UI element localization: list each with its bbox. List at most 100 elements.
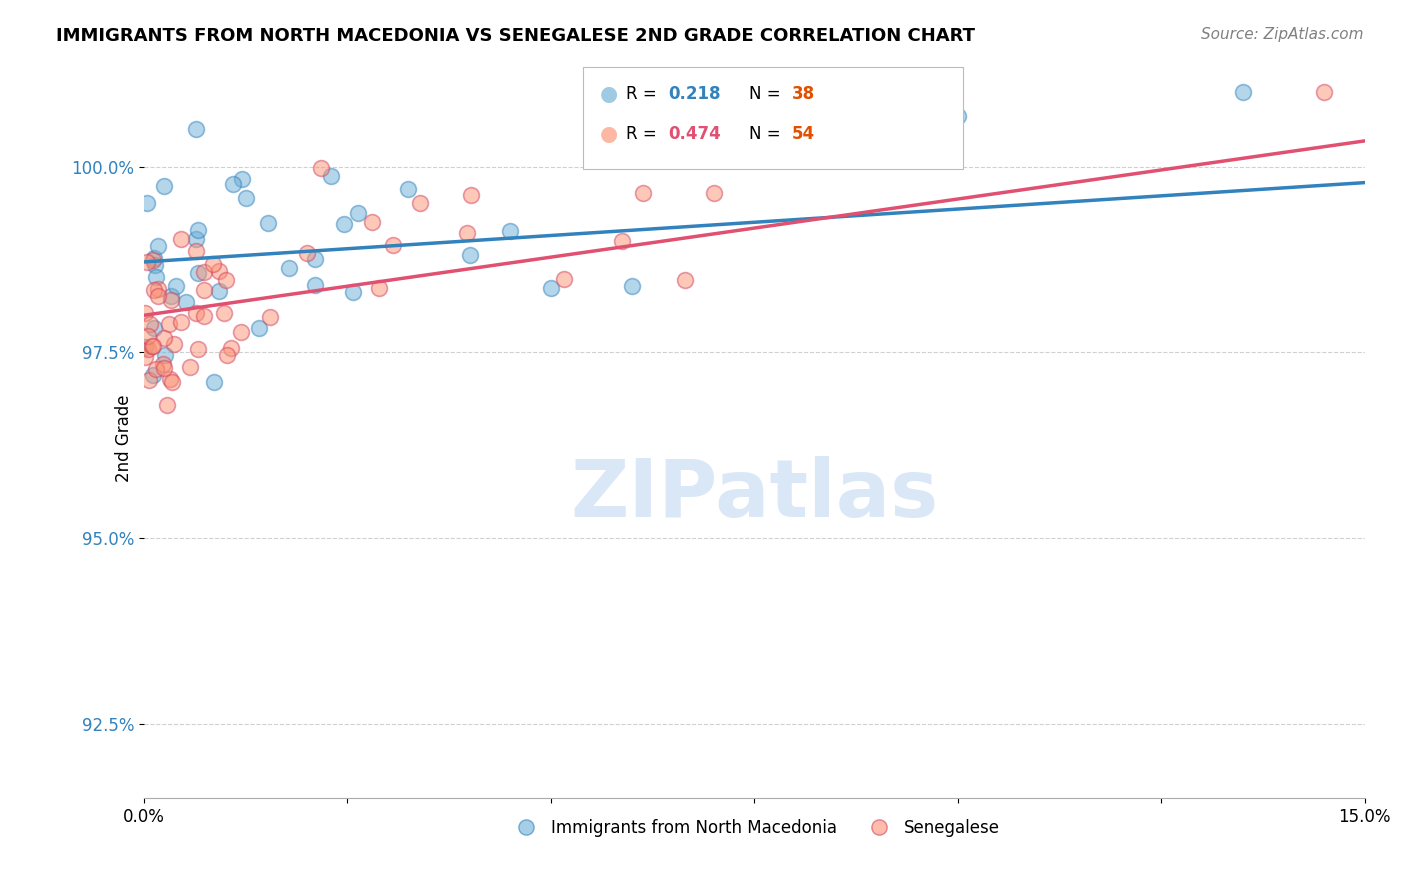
Point — [187, 266, 209, 280]
Text: ZIPatlas: ZIPatlas — [571, 457, 938, 534]
Point — [342, 285, 364, 299]
Point — [193, 309, 215, 323]
Point — [458, 248, 481, 262]
Point — [146, 238, 169, 252]
Point — [170, 315, 193, 329]
Text: 38: 38 — [792, 85, 814, 103]
Point — [231, 172, 253, 186]
Point — [295, 245, 318, 260]
Text: IMMIGRANTS FROM NORTH MACEDONIA VS SENEGALESE 2ND GRADE CORRELATION CHART: IMMIGRANTS FROM NORTH MACEDONIA VS SENEG… — [56, 27, 976, 45]
Point — [193, 283, 215, 297]
Point — [142, 339, 165, 353]
Point — [136, 196, 159, 211]
Point — [193, 264, 215, 278]
Point — [187, 343, 209, 357]
Legend: Immigrants from North Macedonia, Senegalese: Immigrants from North Macedonia, Senegal… — [502, 813, 1007, 844]
Point — [1232, 85, 1254, 99]
Text: 54: 54 — [792, 125, 814, 143]
Point — [138, 373, 160, 387]
Point — [201, 257, 224, 271]
Text: ●: ● — [600, 84, 619, 103]
Point — [143, 283, 166, 297]
Point — [136, 329, 159, 343]
Point — [304, 252, 326, 267]
Point — [176, 295, 198, 310]
Point — [703, 186, 725, 200]
Point — [456, 226, 478, 240]
Point — [145, 270, 167, 285]
Point — [146, 289, 169, 303]
Point — [163, 336, 186, 351]
Point — [409, 195, 432, 210]
Point — [184, 244, 207, 259]
Point — [142, 321, 165, 335]
Point — [332, 217, 354, 231]
Point — [153, 360, 176, 375]
Point — [381, 238, 404, 252]
Point — [321, 169, 343, 183]
Point — [184, 122, 207, 136]
Text: R =: R = — [626, 125, 662, 143]
Point — [136, 342, 159, 356]
Point — [304, 278, 326, 293]
Text: 0.474: 0.474 — [668, 125, 721, 143]
Point — [202, 375, 225, 389]
Point — [257, 216, 280, 230]
Point — [142, 252, 165, 267]
Point — [134, 306, 156, 320]
Point — [396, 182, 419, 196]
Point — [946, 109, 969, 123]
Text: ●: ● — [600, 124, 619, 144]
Point — [152, 178, 174, 193]
Point — [160, 293, 183, 308]
Point — [134, 350, 156, 364]
Point — [553, 272, 575, 286]
Point — [208, 284, 231, 298]
Point — [141, 368, 163, 383]
Point — [141, 338, 163, 352]
Point — [309, 161, 332, 175]
Point — [621, 278, 644, 293]
Point — [215, 348, 238, 362]
Point — [187, 222, 209, 236]
Point — [170, 232, 193, 246]
Point — [153, 330, 176, 344]
Point — [145, 362, 167, 376]
Point — [219, 341, 242, 355]
Point — [159, 289, 181, 303]
Point — [186, 306, 208, 320]
Point — [153, 348, 176, 362]
Point — [179, 360, 201, 375]
Point — [499, 224, 522, 238]
Point — [231, 325, 253, 339]
Point — [186, 232, 208, 246]
Point — [212, 306, 235, 320]
Point — [368, 280, 391, 294]
Point — [673, 273, 696, 287]
Point — [540, 281, 562, 295]
Point — [142, 252, 165, 266]
Point — [361, 215, 384, 229]
Text: N =: N = — [749, 85, 786, 103]
Point — [235, 191, 257, 205]
Text: Source: ZipAtlas.com: Source: ZipAtlas.com — [1201, 27, 1364, 42]
Point — [152, 357, 174, 371]
Text: R =: R = — [626, 85, 662, 103]
Point — [460, 187, 482, 202]
Y-axis label: 2nd Grade: 2nd Grade — [115, 394, 132, 482]
Point — [146, 282, 169, 296]
Point — [134, 340, 156, 354]
Point — [145, 258, 167, 272]
Point — [222, 177, 245, 191]
Point — [139, 318, 162, 332]
Point — [259, 310, 281, 325]
Point — [135, 254, 157, 268]
Point — [633, 186, 655, 200]
Point — [1313, 85, 1336, 99]
Text: 0.218: 0.218 — [668, 85, 720, 103]
Point — [247, 320, 270, 334]
Point — [208, 264, 231, 278]
Point — [156, 398, 179, 412]
Point — [159, 372, 181, 386]
Point — [214, 273, 236, 287]
